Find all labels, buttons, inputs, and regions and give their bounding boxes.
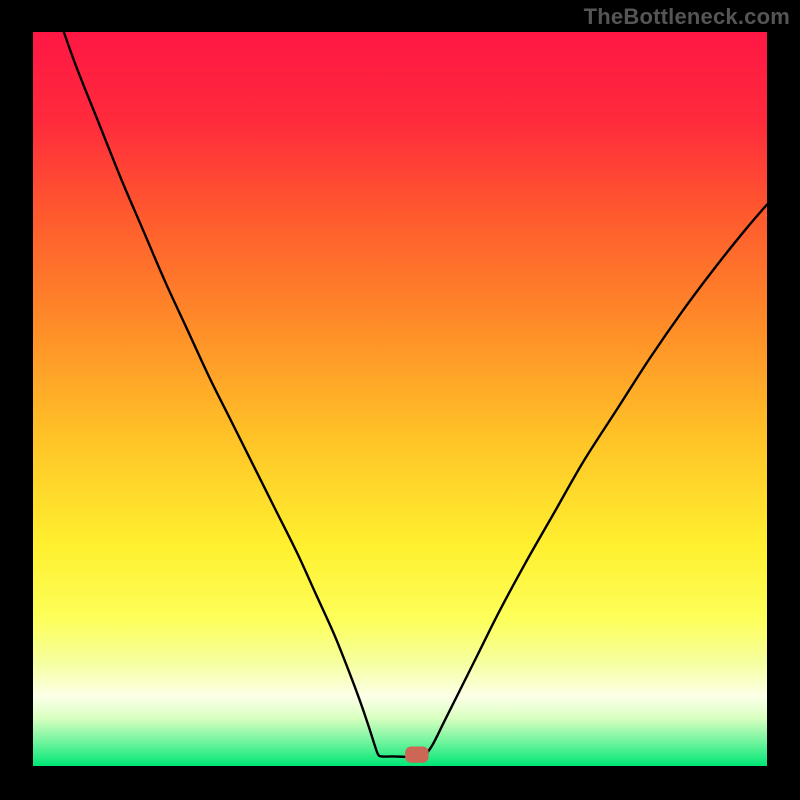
watermark-label: TheBottleneck.com [584, 4, 790, 30]
chart-container: TheBottleneck.com [0, 0, 800, 800]
plot-area [33, 32, 767, 766]
chart-svg [33, 32, 767, 766]
gradient-background [33, 32, 767, 766]
target-marker [405, 747, 428, 763]
